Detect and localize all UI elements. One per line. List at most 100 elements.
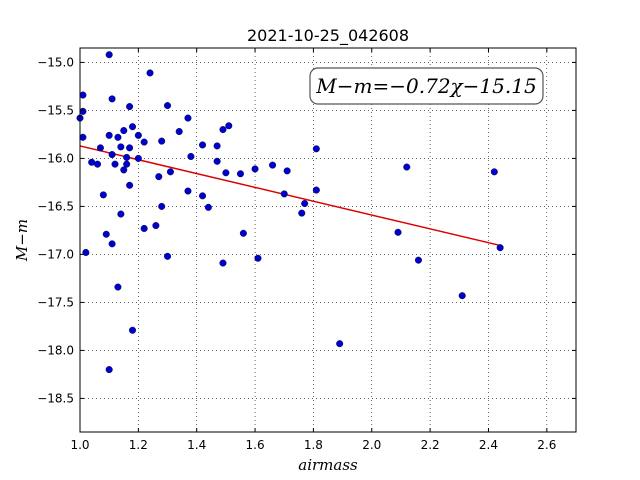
data-point: [254, 254, 262, 262]
x-tick-label: 1.4: [187, 438, 206, 452]
data-point: [96, 144, 104, 152]
data-point: [184, 187, 192, 195]
data-point: [79, 133, 87, 141]
data-point: [414, 256, 422, 264]
data-point: [298, 209, 306, 217]
x-tick-label: 1.0: [70, 438, 89, 452]
data-point: [213, 157, 221, 165]
data-point: [164, 102, 172, 110]
x-tick-label: 2.0: [362, 438, 381, 452]
data-point: [236, 170, 244, 178]
x-tick-label: 1.6: [246, 438, 265, 452]
data-point: [199, 192, 207, 200]
fit-annotation: M−m=−0.72χ−15.15: [309, 67, 544, 105]
data-point: [111, 160, 119, 168]
data-point: [126, 103, 134, 111]
data-point: [213, 142, 221, 150]
data-point: [140, 138, 148, 146]
data-point: [82, 248, 90, 256]
data-point: [94, 160, 102, 168]
data-point: [102, 230, 110, 238]
y-axis-label: M−m: [13, 219, 31, 262]
data-point: [301, 200, 309, 208]
data-point: [117, 210, 125, 218]
data-point: [108, 95, 116, 103]
data-point: [120, 166, 128, 174]
data-point: [403, 163, 411, 171]
data-point: [199, 141, 207, 149]
data-point: [222, 169, 230, 177]
data-point: [283, 167, 291, 175]
data-point: [496, 244, 504, 252]
data-point: [126, 144, 134, 152]
data-point: [158, 202, 166, 210]
x-tick-label: 2.6: [537, 438, 556, 452]
data-point: [79, 91, 87, 99]
data-point: [312, 145, 320, 153]
data-point: [108, 151, 116, 159]
fit-line-group: [79, 145, 501, 247]
data-point: [129, 123, 137, 131]
data-point: [123, 153, 131, 161]
chart-title: 2021-10-25_042608: [247, 26, 409, 46]
y-tick-label: −18.0: [37, 343, 74, 357]
data-point: [152, 222, 160, 230]
data-point: [164, 252, 172, 260]
data-point: [99, 191, 107, 199]
data-point: [108, 240, 116, 248]
data-point: [126, 181, 134, 189]
data-point: [114, 133, 122, 141]
y-tick-label: −16.5: [37, 199, 74, 213]
data-point: [114, 283, 122, 291]
axis-ticks: 1.0 1.2 1.4 1.6 1.8 2.0 2.2 2.4 2.6 −15.0 −15.5 −16…: [37, 48, 576, 452]
y-tick-label: −15.5: [37, 103, 74, 117]
data-point: [280, 190, 288, 198]
data-point: [79, 107, 87, 115]
data-point: [120, 127, 128, 135]
annotation-box: [309, 67, 544, 105]
y-tick-label: −17.0: [37, 247, 74, 261]
data-points: [76, 51, 504, 374]
data-point: [219, 259, 227, 267]
data-point: [158, 137, 166, 145]
data-point: [312, 186, 320, 194]
data-point: [117, 143, 125, 151]
data-point: [394, 228, 402, 236]
fit-line: [79, 145, 501, 247]
data-point: [105, 366, 113, 374]
x-tick-label: 2.4: [479, 438, 498, 452]
data-point: [336, 340, 344, 348]
data-point: [175, 128, 183, 136]
data-point: [155, 173, 163, 181]
data-point: [88, 158, 96, 166]
grid-lines: [80, 48, 576, 432]
data-point: [146, 69, 154, 77]
data-point: [187, 152, 195, 160]
data-point: [239, 229, 247, 237]
data-point: [204, 203, 212, 211]
data-point: [105, 131, 113, 139]
data-point: [251, 165, 259, 173]
y-tick-label: −17.5: [37, 295, 74, 309]
data-point: [458, 292, 466, 300]
data-point: [225, 122, 233, 130]
x-axis-label: airmass: [298, 456, 358, 474]
y-tick-label: −16.0: [37, 151, 74, 165]
data-point: [490, 168, 498, 176]
y-tick-label: −15.0: [37, 55, 74, 69]
annotation-text: M−m=−0.72χ−15.15: [315, 74, 536, 98]
plot-frame: [79, 47, 577, 433]
data-point: [219, 126, 227, 134]
data-point: [123, 160, 131, 168]
data-point: [269, 161, 277, 169]
data-point: [134, 154, 142, 162]
x-tick-label: 1.2: [129, 438, 148, 452]
y-tick-label: −18.5: [37, 391, 74, 405]
x-tick-label: 2.2: [421, 438, 440, 452]
data-point: [129, 326, 137, 334]
x-tick-label: 1.8: [304, 438, 323, 452]
data-point: [184, 114, 192, 122]
data-point: [166, 168, 174, 176]
data-point: [134, 131, 142, 139]
